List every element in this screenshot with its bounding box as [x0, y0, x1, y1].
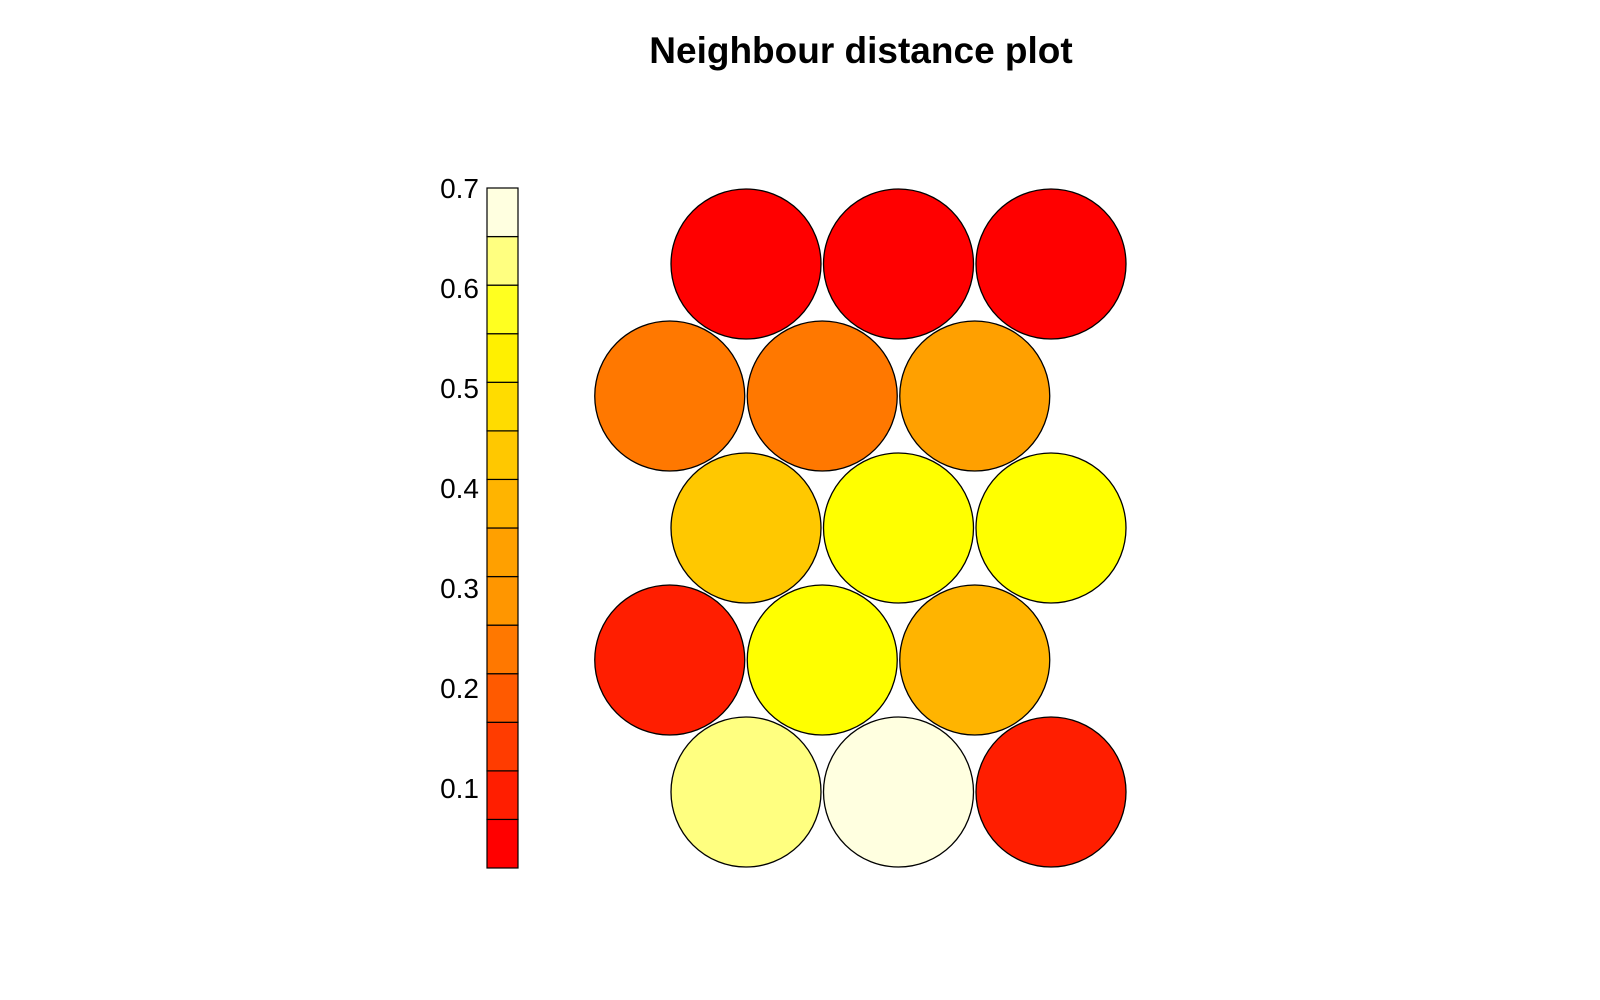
chart-title: Neighbour distance plot	[649, 30, 1073, 71]
colorbar-segment	[486, 818, 519, 869]
neuron-cell-r2-c1	[594, 320, 746, 472]
neuron-cell-r4-c1	[594, 584, 746, 736]
colorbar-tick-label: 0.1	[440, 773, 479, 804]
colorbar-segment	[486, 624, 519, 675]
colorbar-segment	[486, 381, 519, 432]
colorbar-segment	[486, 721, 519, 772]
colorbar-segment	[486, 333, 519, 383]
neuron-cell-r3-c1	[670, 452, 822, 604]
colorbar-tick-label: 0.4	[440, 473, 479, 504]
neuron-cell-r5-c3	[975, 716, 1127, 868]
colorbar-segment	[486, 235, 519, 286]
colorbar-segment	[486, 673, 519, 723]
colorbar-tick-label: 0.3	[440, 573, 479, 604]
neuron-cell-r3-c2	[822, 452, 975, 604]
neuron-cell-r4-c2	[746, 584, 898, 736]
colorbar-tick-label: 0.5	[440, 373, 479, 404]
colorbar-segment	[486, 575, 519, 626]
neuron-cell-r1-c3	[975, 188, 1127, 340]
colorbar-tick-label: 0.2	[440, 673, 479, 704]
colorbar-tick-label: 0.6	[440, 273, 479, 304]
colorbar-segment	[486, 527, 519, 578]
colorbar: 0.1 0.2 0.3 0.4 0.5 0.6 0.7	[440, 173, 519, 869]
colorbar-segment	[486, 770, 519, 821]
neuron-cell-r5-c2	[822, 716, 975, 868]
neuron-cell-r1-c1	[670, 188, 822, 340]
neuron-cell-r2-c3	[899, 320, 1051, 472]
colorbar-segment	[486, 430, 519, 481]
colorbar-tick-label: 0.7	[440, 173, 479, 204]
neuron-cell-r5-c1	[670, 716, 822, 868]
colorbar-segment	[486, 284, 519, 335]
neuron-cell-r3-c3	[975, 452, 1127, 604]
neuron-cell-r1-c2	[822, 188, 975, 340]
hex-grid	[594, 188, 1127, 868]
colorbar-segment	[486, 187, 519, 238]
neuron-cell-r4-c3	[899, 584, 1051, 736]
colorbar-segment	[486, 478, 519, 529]
neuron-cell-r2-c2	[746, 320, 898, 472]
